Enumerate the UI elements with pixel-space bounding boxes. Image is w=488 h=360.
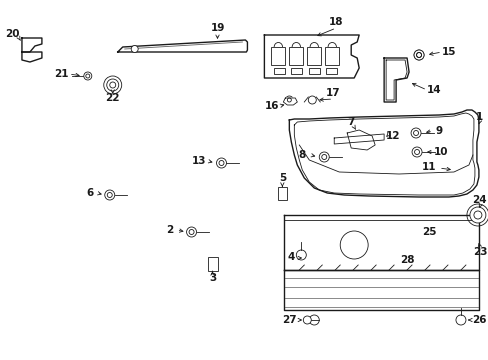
Text: 7: 7 xyxy=(347,117,354,127)
Text: 23: 23 xyxy=(472,247,486,257)
Text: 16: 16 xyxy=(264,101,279,111)
Bar xyxy=(207,257,217,271)
Polygon shape xyxy=(289,110,478,197)
Circle shape xyxy=(106,79,119,91)
Circle shape xyxy=(186,227,196,237)
Bar xyxy=(306,47,321,65)
Circle shape xyxy=(83,72,92,80)
Bar xyxy=(274,68,285,74)
Text: 10: 10 xyxy=(433,147,447,157)
Text: 20: 20 xyxy=(5,29,19,39)
Polygon shape xyxy=(264,35,359,78)
Text: 11: 11 xyxy=(421,162,435,172)
Circle shape xyxy=(340,231,367,259)
Text: 8: 8 xyxy=(298,150,305,160)
Text: 6: 6 xyxy=(86,188,93,198)
Text: 12: 12 xyxy=(385,131,400,141)
Text: 2: 2 xyxy=(165,225,173,235)
Polygon shape xyxy=(283,98,297,105)
Polygon shape xyxy=(118,40,247,52)
Circle shape xyxy=(296,250,305,260)
Circle shape xyxy=(309,315,319,325)
Text: 18: 18 xyxy=(328,17,343,27)
Text: 13: 13 xyxy=(192,156,206,166)
Circle shape xyxy=(285,96,293,104)
Bar xyxy=(271,47,285,65)
Text: 5: 5 xyxy=(278,173,285,183)
Polygon shape xyxy=(346,130,374,150)
Text: 3: 3 xyxy=(208,273,216,283)
Bar xyxy=(291,68,302,74)
Text: 19: 19 xyxy=(210,23,224,33)
Circle shape xyxy=(469,207,485,223)
Text: 1: 1 xyxy=(475,112,483,122)
Text: 9: 9 xyxy=(434,126,442,136)
Polygon shape xyxy=(334,134,384,144)
Bar xyxy=(289,47,303,65)
Circle shape xyxy=(455,315,465,325)
Circle shape xyxy=(216,158,226,168)
Text: 21: 21 xyxy=(55,69,69,79)
Text: 26: 26 xyxy=(471,315,485,325)
Circle shape xyxy=(131,45,138,53)
Circle shape xyxy=(410,128,420,138)
Circle shape xyxy=(303,316,311,324)
Polygon shape xyxy=(384,58,408,102)
Polygon shape xyxy=(284,270,478,310)
Bar xyxy=(325,68,337,74)
Text: 17: 17 xyxy=(325,88,340,98)
Bar xyxy=(277,186,286,199)
Circle shape xyxy=(411,147,421,157)
Polygon shape xyxy=(22,38,42,52)
Text: 25: 25 xyxy=(421,227,435,237)
Text: 28: 28 xyxy=(399,255,413,265)
Text: 4: 4 xyxy=(287,252,294,262)
Polygon shape xyxy=(22,52,42,62)
Bar xyxy=(309,68,320,74)
Circle shape xyxy=(104,190,115,200)
Text: 24: 24 xyxy=(471,195,486,205)
Bar xyxy=(325,47,339,65)
Text: 14: 14 xyxy=(426,85,441,95)
Circle shape xyxy=(319,152,328,162)
Text: 22: 22 xyxy=(105,93,120,103)
Circle shape xyxy=(307,96,316,104)
Polygon shape xyxy=(284,215,478,270)
Text: 27: 27 xyxy=(282,315,296,325)
Circle shape xyxy=(413,50,423,60)
Text: 15: 15 xyxy=(441,47,455,57)
Circle shape xyxy=(413,50,423,60)
